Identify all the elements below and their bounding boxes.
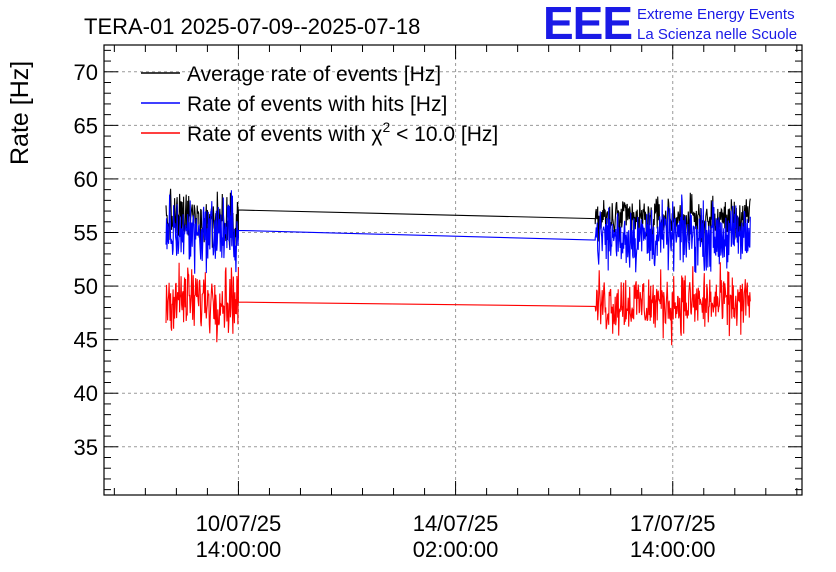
x-tick-label-date-0: 10/07/25 (196, 511, 282, 536)
legend: Average rate of events [Hz] Rate of event… (141, 63, 498, 146)
y-axis-label: Rate [Hz] (6, 61, 34, 165)
series-line-2 (165, 262, 751, 346)
y-tick-label-60: 60 (74, 167, 98, 192)
x-tick-label-date-1: 14/07/25 (413, 511, 499, 536)
x-tick-label-time-2: 14:00:00 (630, 537, 716, 562)
plot-frame (103, 44, 803, 496)
series-line-1 (165, 190, 751, 274)
chart-title: TERA-01 2025-07-09--2025-07-18 (84, 14, 420, 39)
y-tick-label-50: 50 (74, 274, 98, 299)
y-tick-label-65: 65 (74, 113, 98, 138)
legend-entry-2: Rate of events with χ2 < 10.0 [Hz] (187, 119, 498, 146)
y-tick-label-35: 35 (74, 435, 98, 460)
y-tick-label-55: 55 (74, 221, 98, 246)
y-tick-label-45: 45 (74, 328, 98, 353)
x-tick-label-date-2: 17/07/25 (630, 511, 716, 536)
axes: 354045505560657010/07/2514:00:0014/07/25… (74, 44, 803, 562)
x-tick-label-time-0: 14:00:00 (196, 537, 282, 562)
logo-line2: La Scienza nelle Scuole (637, 26, 797, 43)
x-tick-label-time-1: 02:00:00 (413, 537, 499, 562)
series-layer (165, 188, 751, 346)
grid (104, 45, 802, 495)
eee-logo: EEE Extreme Energy Events La Scienza nel… (543, 0, 797, 49)
legend-entry-0: Average rate of events [Hz] (187, 63, 441, 86)
logo-mark: EEE (543, 0, 632, 49)
legend-entry-1: Rate of events with hits [Hz] (187, 93, 447, 116)
y-tick-label-70: 70 (74, 60, 98, 85)
logo-line1: Extreme Energy Events (637, 6, 795, 23)
y-tick-label-40: 40 (74, 381, 98, 406)
